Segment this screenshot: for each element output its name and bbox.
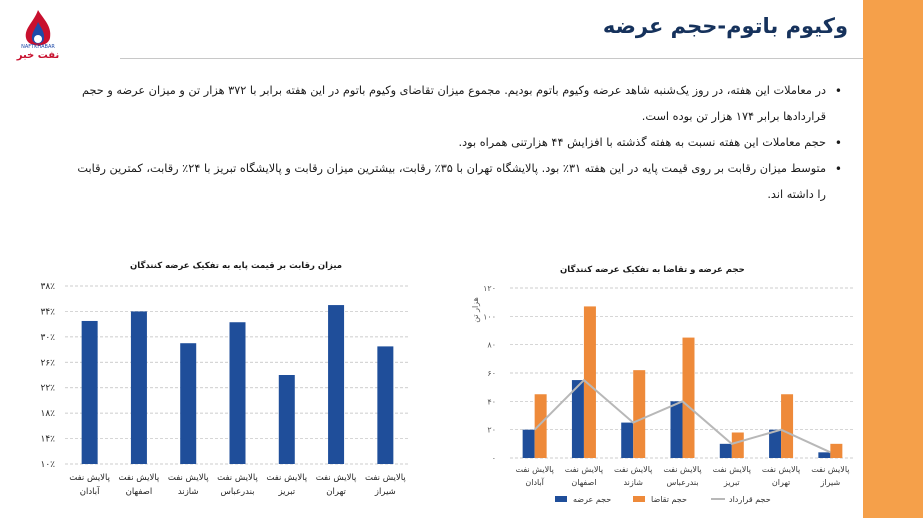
legend-label: حجم عرضه (573, 495, 611, 504)
bar (583, 306, 596, 458)
bar (522, 429, 535, 458)
bar (781, 394, 794, 458)
bar (731, 432, 744, 458)
competition-chart: ۱۰٪ ۱۴٪ ۱۸٪ ۲۲٪ ۲۶٪ ۳۰٪ ۳۴٪ ۳۸٪ پالایش نفت آبادان… (40, 282, 410, 497)
accent-side-bar (863, 0, 923, 518)
x-tick-label: بندرعباس (666, 478, 698, 487)
y-tick-label: ۱۲۰ (483, 284, 496, 293)
x-tick-label: تبریز (277, 487, 295, 497)
x-tick-label: اصفهان (126, 487, 153, 497)
x-tick-label: آبادان (525, 477, 544, 487)
x-tick-label: شیراز (374, 487, 396, 497)
x-tick-label: آبادان (80, 485, 100, 497)
x-tick-label: پالایش نفت (217, 473, 258, 483)
bar (571, 380, 584, 458)
bar (719, 443, 732, 458)
y-tick-label: ۱۴٪ (40, 435, 55, 445)
x-tick-label: پالایش نفت (811, 465, 849, 474)
bar (830, 443, 843, 458)
y-tick-label: ۰ (492, 454, 496, 463)
bar (633, 370, 646, 458)
logo-subtext: NAFTKHABAR (21, 44, 55, 50)
x-tick-label: پالایش نفت (713, 465, 751, 474)
bar (682, 337, 695, 458)
bar (670, 401, 683, 458)
legend-swatch (555, 496, 567, 502)
y-tick-label: ۳۰٪ (40, 333, 55, 343)
x-tick-label: پالایش نفت (565, 465, 603, 474)
x-tick-label: پالایش نفت (762, 465, 800, 474)
y-tick-label: ۲۶٪ (40, 358, 55, 368)
x-tick-label: پالایش نفت (663, 465, 701, 474)
y-tick-label: ۸۰ (487, 341, 496, 350)
y-tick-label: ۲۲٪ (40, 384, 55, 394)
x-tick-label: تبریز (723, 478, 740, 487)
bar (229, 322, 246, 464)
legend-label: حجم قرارداد (729, 495, 771, 504)
bar (534, 394, 547, 458)
legend-swatch (633, 496, 645, 502)
bullet-item: در معاملات این هفته، در روز یک‌شنبه شاهد… (70, 78, 848, 130)
x-tick-label: پالایش نفت (614, 465, 652, 474)
bar (180, 343, 197, 464)
y-tick-label: ۱۸٪ (40, 409, 55, 419)
y-tick-label: ۳۴٪ (40, 307, 55, 317)
title-divider (120, 58, 863, 59)
bullet-item: متوسط میزان رقابت بر روی قیمت پایه در ای… (70, 156, 848, 208)
bullet-list: در معاملات این هفته، در روز یک‌شنبه شاهد… (70, 78, 848, 208)
x-tick-label: بندرعباس (220, 487, 254, 497)
x-tick-label: شیراز (820, 478, 841, 487)
x-tick-label: اصفهان (571, 478, 596, 487)
x-tick-label: پالایش نفت (119, 473, 160, 483)
bar (81, 320, 98, 464)
bar (328, 305, 345, 464)
bar (377, 346, 394, 464)
bar (130, 311, 147, 464)
x-tick-label: تهران (772, 478, 790, 487)
bar (278, 375, 295, 464)
x-tick-label: پالایش نفت (168, 473, 209, 483)
y-tick-label: ۶۰ (487, 369, 496, 378)
contract-volume-line (533, 378, 831, 454)
x-tick-label: پالایش نفت (515, 465, 553, 474)
legend-label: حجم تقاضا (651, 495, 687, 504)
flame-icon (25, 10, 51, 46)
y-tick-label: ۱۰۰ (483, 312, 496, 321)
slide-title: وکیوم باتوم-حجم عرضه (602, 14, 848, 38)
bullet-item: حجم معاملات این هفته نسبت به هفته گذشته … (70, 130, 848, 156)
bar (818, 452, 831, 458)
y-tick-label: ۲۰ (487, 426, 496, 435)
logo (18, 8, 58, 70)
y-tick-label: ۳۸٪ (40, 282, 55, 292)
x-tick-label: پالایش نفت (316, 473, 357, 483)
competition-chart-title: میزان رقابت بر قیمت پایه به تفکیک عرضه ک… (130, 261, 343, 271)
x-tick-label: پالایش نفت (365, 473, 406, 483)
x-tick-label: تهران (326, 487, 346, 497)
x-tick-label: پالایش نفت (266, 473, 307, 483)
logo-text: نفت خبر (16, 50, 60, 61)
x-tick-label: شازند (623, 478, 643, 487)
y-tick-label: ۱۰٪ (40, 460, 55, 470)
x-tick-label: شازند (178, 487, 199, 497)
y-axis-label: هزار تن (471, 297, 480, 323)
volume-chart-title: حجم عرضه و تقاضا به تفکیک عرضه کنندگان (560, 265, 745, 275)
bar (621, 422, 634, 458)
x-tick-label: پالایش نفت (69, 473, 110, 483)
bar (769, 429, 782, 458)
y-tick-label: ۴۰ (487, 397, 496, 406)
